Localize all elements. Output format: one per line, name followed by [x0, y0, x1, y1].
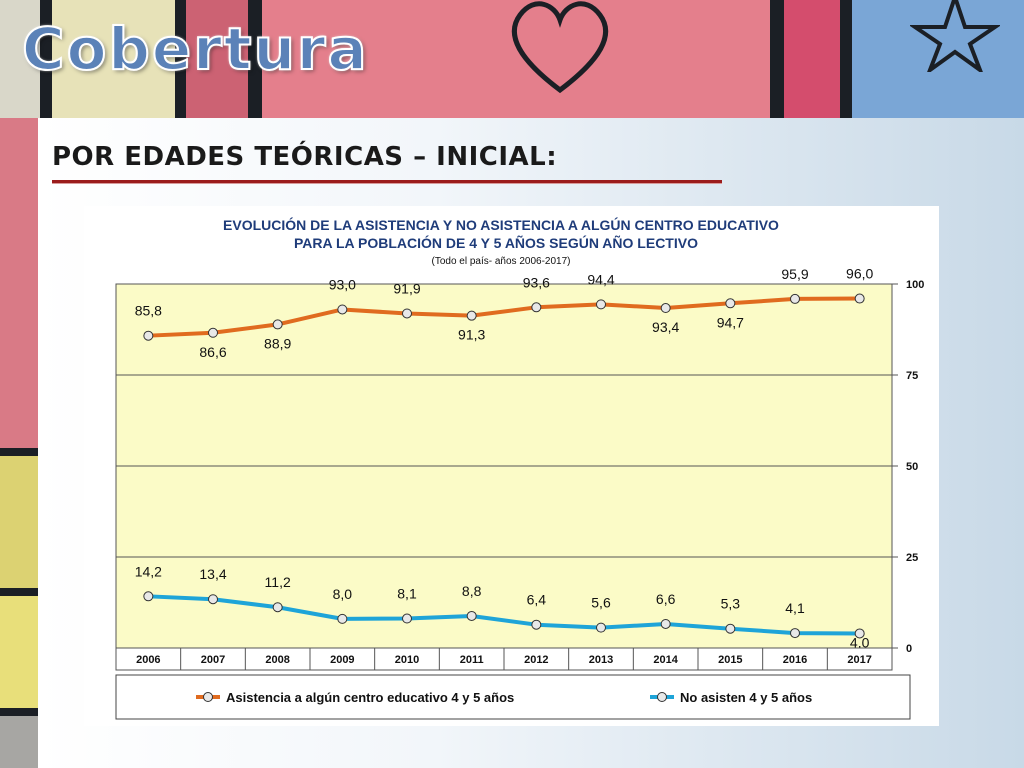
legend-label: Asistencia a algún centro educativo 4 y … — [226, 690, 514, 705]
data-label: 13,4 — [199, 566, 226, 582]
x-tick-label: 2013 — [589, 654, 613, 666]
x-tick-label: 2006 — [136, 654, 160, 666]
data-label: 95,9 — [781, 266, 808, 282]
legend-box — [115, 674, 911, 720]
data-point — [402, 613, 412, 624]
x-tick-label: 2009 — [330, 654, 354, 666]
legend-swatch-marker — [203, 692, 213, 702]
x-tick-label: 2010 — [395, 654, 419, 666]
legend-swatch-marker — [657, 692, 667, 702]
heading-rule — [52, 180, 722, 183]
heart-icon — [511, 1, 609, 94]
line-chart: EVOLUCIÓN DE LA ASISTENCIA Y NO ASISTENC… — [115, 216, 924, 720]
data-label: 94,4 — [587, 271, 614, 287]
data-point — [725, 623, 736, 634]
data-point — [596, 299, 606, 310]
data-label: 91,3 — [458, 327, 485, 343]
data-label: 91,9 — [393, 280, 420, 296]
x-tick-label: 2014 — [653, 654, 678, 666]
chart-title-line2: PARA LA POBLACIÓN DE 4 Y 5 AÑOS SEGÚN AÑ… — [294, 234, 698, 251]
data-point — [660, 303, 671, 314]
data-point — [143, 330, 154, 341]
data-label: 6,6 — [656, 591, 676, 607]
data-label: 14,2 — [135, 563, 162, 579]
data-point — [272, 602, 283, 613]
data-point — [790, 293, 800, 304]
data-point — [854, 628, 865, 639]
legend-label: No asisten 4 y 5 años — [680, 690, 812, 705]
data-point — [208, 327, 218, 338]
decorative-left-strip — [0, 118, 38, 768]
series-line — [148, 594, 860, 636]
data-label: 8,1 — [397, 586, 417, 602]
data-point — [790, 628, 800, 639]
decorative-banner: Cobertura — [0, 0, 1024, 118]
data-point — [337, 304, 348, 315]
data-label: 5,3 — [721, 596, 741, 612]
series-line — [148, 296, 860, 338]
data-point — [660, 618, 671, 629]
data-label: 94,7 — [717, 314, 744, 330]
data-label: 5,6 — [591, 595, 611, 611]
data-label: 93,0 — [329, 276, 356, 292]
data-label: 88,9 — [264, 335, 291, 351]
y-tick-label: 50 — [906, 461, 918, 473]
data-label: 6,4 — [527, 592, 547, 608]
star-icon — [910, 0, 1000, 72]
data-label: 4,1 — [785, 600, 805, 616]
x-tick-label: 2007 — [201, 654, 225, 666]
chart-title: EVOLUCIÓN DE LA ASISTENCIA Y NO ASISTENC… — [223, 216, 779, 233]
data-point — [466, 610, 477, 621]
chart-card: EVOLUCIÓN DE LA ASISTENCIA Y NO ASISTENC… — [84, 206, 939, 726]
y-tick-label: 100 — [906, 279, 924, 291]
x-tick-label: 2015 — [718, 654, 742, 666]
x-tick-label: 2008 — [265, 654, 289, 666]
data-point — [143, 591, 154, 602]
data-point — [337, 613, 348, 624]
x-tick-label: 2012 — [524, 654, 548, 666]
chart-subtitle: (Todo el país- años 2006-2017) — [432, 256, 571, 267]
data-label: 8,8 — [462, 583, 482, 599]
data-point — [466, 310, 477, 321]
data-point — [725, 298, 736, 309]
data-point — [272, 319, 283, 330]
data-label: 96,0 — [846, 266, 873, 282]
data-label: 4,0 — [850, 634, 870, 650]
y-tick-label: 75 — [906, 370, 918, 382]
data-label: 86,6 — [199, 344, 226, 360]
data-point — [531, 619, 542, 630]
page-title: Cobertura — [21, 15, 369, 83]
data-point — [208, 594, 218, 605]
data-label: 93,4 — [652, 319, 679, 335]
data-point — [596, 622, 606, 633]
x-tick-label: 2016 — [783, 654, 807, 666]
y-tick-label: 0 — [906, 643, 912, 655]
data-label: 8,0 — [333, 586, 353, 602]
x-tick-label: 2011 — [460, 654, 484, 666]
data-point — [854, 293, 865, 304]
data-label: 85,8 — [135, 303, 162, 319]
data-label: 93,6 — [523, 274, 550, 290]
y-tick-label: 25 — [906, 552, 918, 564]
data-point — [402, 308, 412, 319]
data-point — [531, 302, 542, 313]
section-heading: POR EDADES TEÓRICAS – INICIAL: — [52, 142, 558, 172]
x-tick-label: 2017 — [847, 654, 871, 666]
data-label: 11,2 — [265, 574, 291, 590]
